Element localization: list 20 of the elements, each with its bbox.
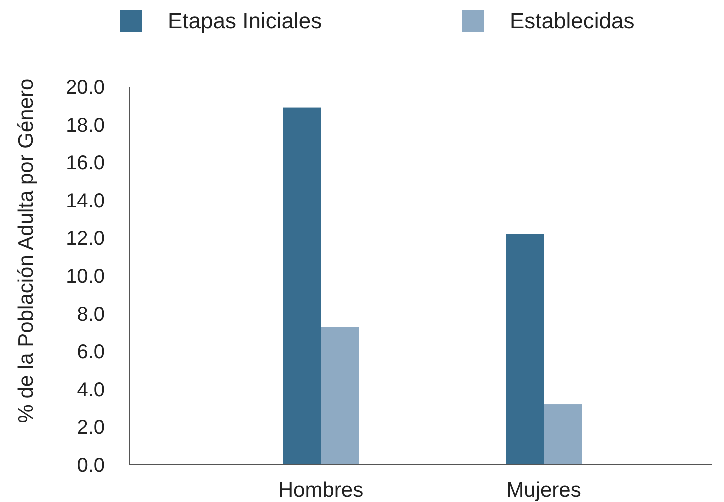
bar (283, 108, 321, 465)
y-tick-label: 18.0 (66, 114, 105, 137)
y-tick-label: 14.0 (66, 190, 105, 212)
y-tick-label: 8.0 (77, 304, 105, 326)
y-tick-label: 0.0 (77, 455, 105, 477)
bar (544, 404, 582, 465)
x-tick-label: Mujeres (506, 479, 582, 502)
bar (506, 234, 544, 465)
y-tick-label: 10.0 (66, 266, 105, 288)
y-tick-label: 16.0 (66, 152, 105, 175)
legend-label: Establecidas (510, 8, 635, 34)
x-tick-label: Hombres (278, 479, 364, 502)
bar (321, 327, 359, 465)
y-tick-label: 12.0 (66, 228, 105, 250)
y-axis-title: % de la Población Adulta por Género (15, 78, 38, 424)
y-tick-label: 6.0 (77, 342, 105, 364)
y-tick-label: 2.0 (77, 417, 105, 440)
y-tick-label: 20.0 (66, 77, 105, 99)
legend-label: Etapas Iniciales (168, 8, 322, 34)
y-tick-label: 4.0 (77, 379, 105, 402)
